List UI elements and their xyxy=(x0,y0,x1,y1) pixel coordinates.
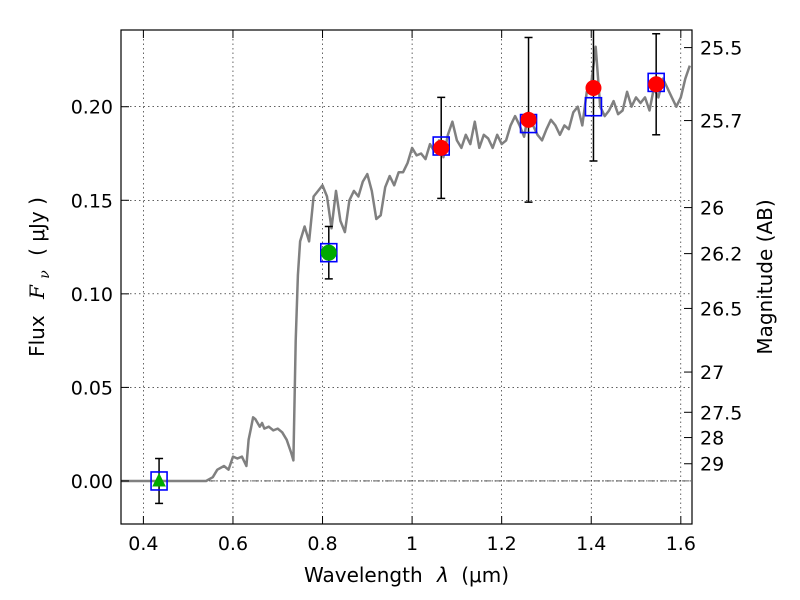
magnitude-tick-label: 27 xyxy=(700,362,724,384)
magnitude-tick-label: 26.2 xyxy=(700,244,742,266)
model-spectrum-group xyxy=(121,45,691,483)
observed-flux-point xyxy=(585,80,602,97)
y-tick-label: 0.15 xyxy=(71,190,113,212)
observed-flux-point xyxy=(520,111,537,128)
axis-ticks xyxy=(121,30,692,524)
x-tick-label: 0.6 xyxy=(218,533,248,555)
y-axis-label-symbol: F xyxy=(25,284,49,300)
y-axis-label-subscript: ν xyxy=(37,270,53,279)
magnitude-tick-label: 29 xyxy=(700,454,724,476)
magnitude-tick-label: 28 xyxy=(700,428,724,450)
y-tick-labels: 0.00 0.05 0.10 0.15 0.20 xyxy=(71,97,113,493)
x-tick-label: 1.4 xyxy=(576,533,606,555)
y-tick-label: 0.10 xyxy=(71,284,113,306)
y-tick-label: 0.20 xyxy=(71,97,113,119)
data-markers xyxy=(150,72,665,491)
observed-flux-point xyxy=(433,139,450,156)
x-tick-label: 0.8 xyxy=(307,533,337,555)
observed-flux-point xyxy=(648,76,665,93)
x-axis-label: Wavelength λ (μm) xyxy=(304,563,509,587)
x-tick-label: 1 xyxy=(406,533,418,555)
x-axis-label-unit: (μm) xyxy=(461,563,509,587)
y-axis-label: Flux F ν ( μJy ) xyxy=(25,197,54,357)
y-axis-label-unit: ( μJy ) xyxy=(25,197,49,256)
y-tick-label: 0.05 xyxy=(71,377,113,399)
magnitude-tick-label: 26 xyxy=(700,198,724,220)
model-spectrum-line xyxy=(121,45,691,483)
y-axis-label-text: Flux xyxy=(25,315,49,357)
magnitude-tick-label: 25.7 xyxy=(700,111,742,133)
nondetection-triangle xyxy=(152,472,166,487)
x-tick-label: 1.2 xyxy=(487,533,517,555)
x-axis-label-text: Wavelength xyxy=(304,563,423,587)
y-tick-label: 0.00 xyxy=(71,471,113,493)
magnitude-tick-label: 25.5 xyxy=(700,38,742,60)
grid-lines xyxy=(121,30,692,524)
observed-flux-point xyxy=(320,244,337,261)
plot-frame xyxy=(120,29,693,525)
model-band-square xyxy=(584,96,603,117)
x-tick-label: 0.4 xyxy=(128,533,158,555)
magnitude-tick-label: 27.5 xyxy=(700,402,742,424)
magnitude-tick-label: 26.5 xyxy=(700,298,742,320)
x-tick-label: 1.6 xyxy=(666,533,696,555)
magnitude-axis-label: Magnitude (AB) xyxy=(753,199,777,354)
magnitude-tick-labels: 25.5 25.7 26 26.2 26.5 27 27.5 28 29 xyxy=(700,38,742,476)
x-axis-label-symbol: λ xyxy=(436,563,449,587)
model-band-square xyxy=(150,471,168,491)
x-tick-labels: 0.4 0.6 0.8 1 1.2 1.4 1.6 xyxy=(128,533,696,555)
